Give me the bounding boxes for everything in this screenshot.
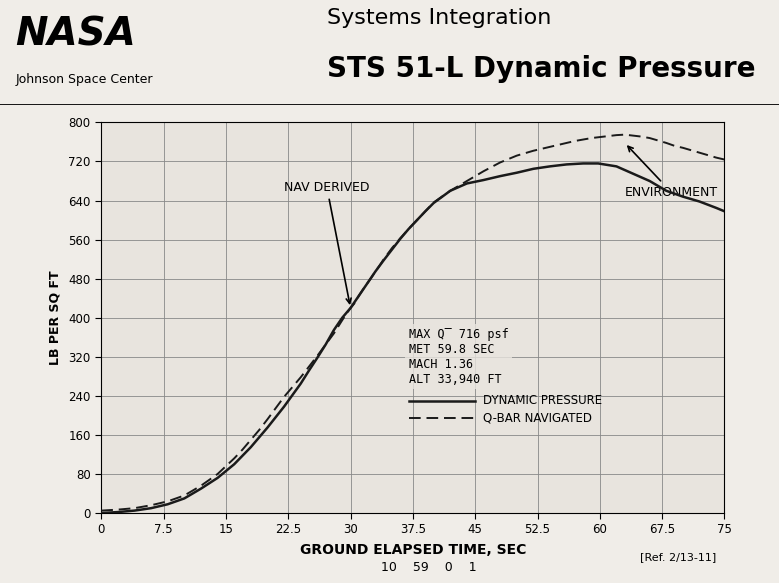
Text: [Ref. 2/13-11]: [Ref. 2/13-11]: [640, 552, 717, 561]
Text: ENVIRONMENT: ENVIRONMENT: [625, 146, 718, 199]
X-axis label: GROUND ELAPSED TIME, SEC: GROUND ELAPSED TIME, SEC: [300, 543, 526, 557]
Text: Johnson Space Center: Johnson Space Center: [16, 73, 153, 86]
Text: 10    59    0    1: 10 59 0 1: [381, 561, 476, 574]
Text: NASA: NASA: [16, 16, 136, 54]
Text: NAV DERIVED: NAV DERIVED: [284, 181, 369, 303]
Text: DYNAMIC PRESSURE: DYNAMIC PRESSURE: [484, 394, 603, 408]
Text: MAX Q̅ 716 psf
MET 59.8 SEC
MACH 1.36
ALT 33,940 FT: MAX Q̅ 716 psf MET 59.8 SEC MACH 1.36 AL…: [409, 328, 509, 385]
Text: Systems Integration: Systems Integration: [327, 8, 552, 29]
Text: STS 51-L Dynamic Pressure: STS 51-L Dynamic Pressure: [327, 55, 756, 83]
Text: Q-BAR NAVIGATED: Q-BAR NAVIGATED: [484, 412, 593, 424]
Y-axis label: LB PER SQ FT: LB PER SQ FT: [48, 271, 62, 365]
